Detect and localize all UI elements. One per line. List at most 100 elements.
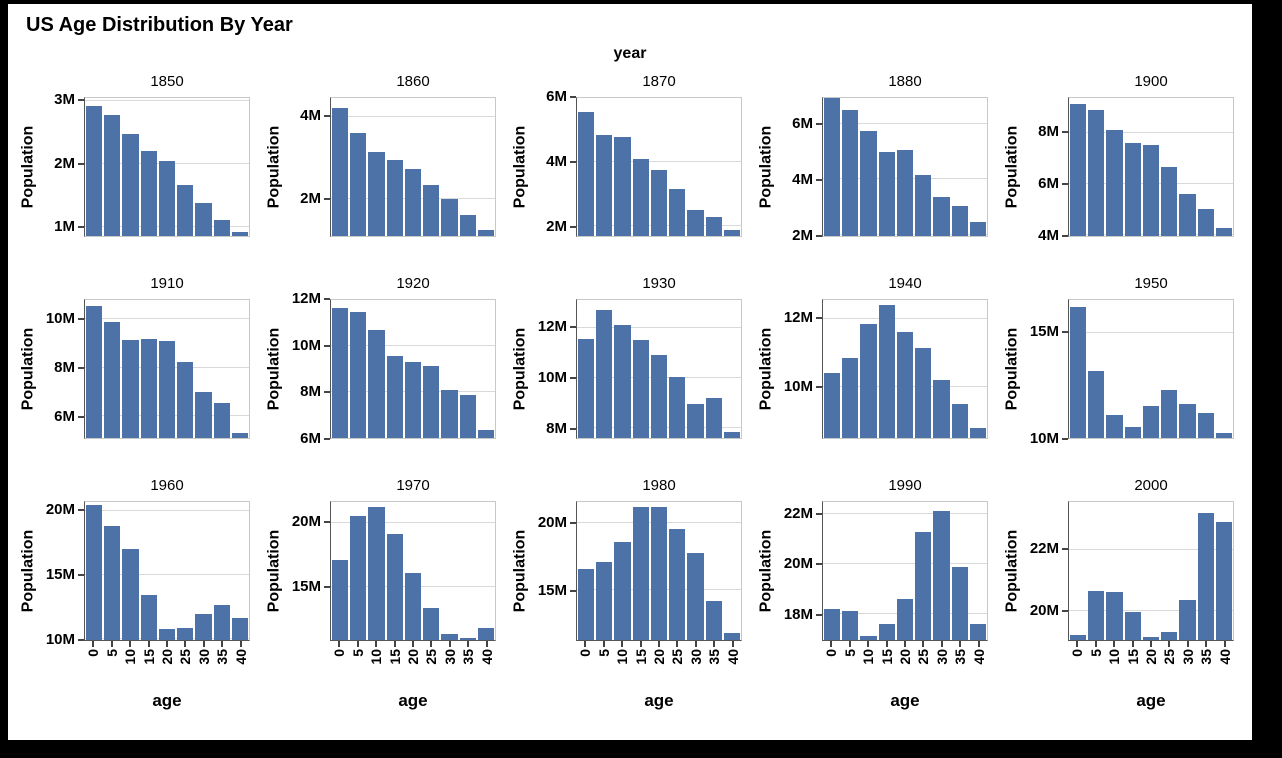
y-tick-label: 12M xyxy=(783,309,813,327)
bar-age-35 xyxy=(951,205,968,236)
chart-facet-1910: 1910 Population 6M 8M 10M xyxy=(18,267,264,439)
y-tick-mark xyxy=(78,317,84,320)
x-tick-label: 5 xyxy=(841,649,858,657)
y-tick-label: 6M xyxy=(300,430,321,447)
bars-group xyxy=(331,502,495,640)
y-tick-label: 15M xyxy=(291,578,321,596)
x-axis-title: age xyxy=(152,691,182,710)
y-tick-mark xyxy=(570,96,576,98)
y-tick-mark xyxy=(570,376,576,379)
y-tick-label: 6M xyxy=(792,114,813,132)
bar-age-20 xyxy=(896,332,914,438)
bar-age-40 xyxy=(477,628,494,640)
bar-age-40 xyxy=(231,433,248,438)
y-axis: 15M 20M xyxy=(530,501,576,641)
chart-facet-1950: 1950 Population 10M 15M xyxy=(1002,267,1248,447)
x-tick-mark xyxy=(1094,641,1097,647)
x-axis: 0 5 10 15 20 25 30 35 40 xyxy=(84,641,250,689)
charts-grid: 1850 Population 1M 2M 3M 1860 Population 2M 4M 18… xyxy=(18,65,1252,711)
bar-age-5 xyxy=(596,562,613,640)
y-tick-mark xyxy=(816,317,822,320)
bar-age-10 xyxy=(614,325,631,438)
y-axis-title: Population xyxy=(1003,529,1020,613)
y-tick-mark xyxy=(1062,331,1068,334)
x-tick-mark xyxy=(731,641,734,647)
bars-group xyxy=(85,300,249,438)
facet-header-year: year xyxy=(613,45,647,62)
x-axis-title: age xyxy=(890,691,920,710)
y-tick-label: 18M xyxy=(783,605,813,623)
x-tick-mark xyxy=(338,641,341,647)
y-tick-label: 10M xyxy=(1029,430,1059,447)
plot-area xyxy=(84,97,250,237)
y-tick-mark xyxy=(78,99,84,102)
bar-age-15 xyxy=(386,356,403,438)
x-tick-label: 10 xyxy=(1106,649,1123,665)
bars-group xyxy=(577,300,741,438)
x-tick-label: 10 xyxy=(368,649,385,665)
x-tick-label: 5 xyxy=(595,649,612,657)
bar-age-20 xyxy=(896,598,914,640)
x-tick-mark xyxy=(940,641,943,647)
facet-title: 1880 xyxy=(888,73,922,90)
y-axis-title-column: Population xyxy=(756,299,776,439)
bars-group xyxy=(823,502,987,640)
y-tick-mark xyxy=(570,521,576,524)
bar-age-0 xyxy=(332,308,349,438)
plot-area xyxy=(1068,299,1234,439)
x-tick-mark xyxy=(867,641,870,647)
y-tick-label: 8M xyxy=(546,419,567,437)
y-tick-label: 4M xyxy=(792,170,813,188)
y-axis-title: Population xyxy=(511,327,528,411)
bar-age-35 xyxy=(951,403,968,438)
x-tick-mark xyxy=(166,641,168,647)
facet-title: 1910 xyxy=(150,275,184,292)
x-tick-label: 20 xyxy=(1143,649,1159,665)
x-axis: 0 5 10 15 20 25 30 35 40 xyxy=(330,641,496,689)
bars-group xyxy=(85,502,249,640)
x-tick-mark xyxy=(922,641,925,647)
x-tick-mark xyxy=(92,641,95,647)
bar-age-35 xyxy=(213,402,230,438)
y-tick-mark xyxy=(1062,438,1068,440)
y-tick-label: 8M xyxy=(1038,123,1059,140)
grid-line xyxy=(823,513,987,515)
bar-age-15 xyxy=(1124,142,1141,236)
y-axis-title: Population xyxy=(265,327,282,411)
bar-age-35 xyxy=(1197,209,1214,236)
y-axis: 8M 10M 12M xyxy=(530,299,576,439)
bar-age-25 xyxy=(915,347,932,438)
y-tick-mark xyxy=(78,509,84,512)
bar-age-5 xyxy=(104,526,121,640)
bars-group xyxy=(1069,98,1233,236)
y-tick-label: 15M xyxy=(1029,323,1059,341)
y-tick-label: 8M xyxy=(300,383,321,401)
x-tick-label: 5 xyxy=(103,649,120,657)
bar-age-15 xyxy=(632,158,649,236)
bar-age-20 xyxy=(1142,636,1160,640)
bar-age-30 xyxy=(933,510,950,640)
bar-age-25 xyxy=(177,361,194,438)
facet-body: Population 20M 22M xyxy=(1002,501,1248,641)
bar-age-30 xyxy=(933,197,950,236)
bar-age-15 xyxy=(386,534,403,640)
bar-age-0 xyxy=(1070,104,1087,236)
y-tick-label: 6M xyxy=(546,88,567,105)
plot-area xyxy=(576,97,742,237)
bar-age-25 xyxy=(177,185,194,236)
facet-title: 1920 xyxy=(396,275,430,292)
y-tick-mark xyxy=(78,573,84,576)
facet-body: Population 10M 15M xyxy=(1002,299,1248,447)
bar-age-20 xyxy=(404,362,422,438)
y-tick-mark xyxy=(78,415,84,418)
bar-age-15 xyxy=(1124,612,1141,640)
x-tick-label: 35 xyxy=(214,649,231,665)
bar-age-5 xyxy=(350,133,367,236)
plot-area xyxy=(822,97,988,237)
facet-title: 1950 xyxy=(1134,275,1168,292)
x-tick-label: 35 xyxy=(1198,649,1215,665)
grid-line xyxy=(1069,609,1233,611)
bar-age-20 xyxy=(650,170,668,236)
bar-age-40 xyxy=(1215,432,1232,438)
bars-group xyxy=(1069,502,1233,640)
